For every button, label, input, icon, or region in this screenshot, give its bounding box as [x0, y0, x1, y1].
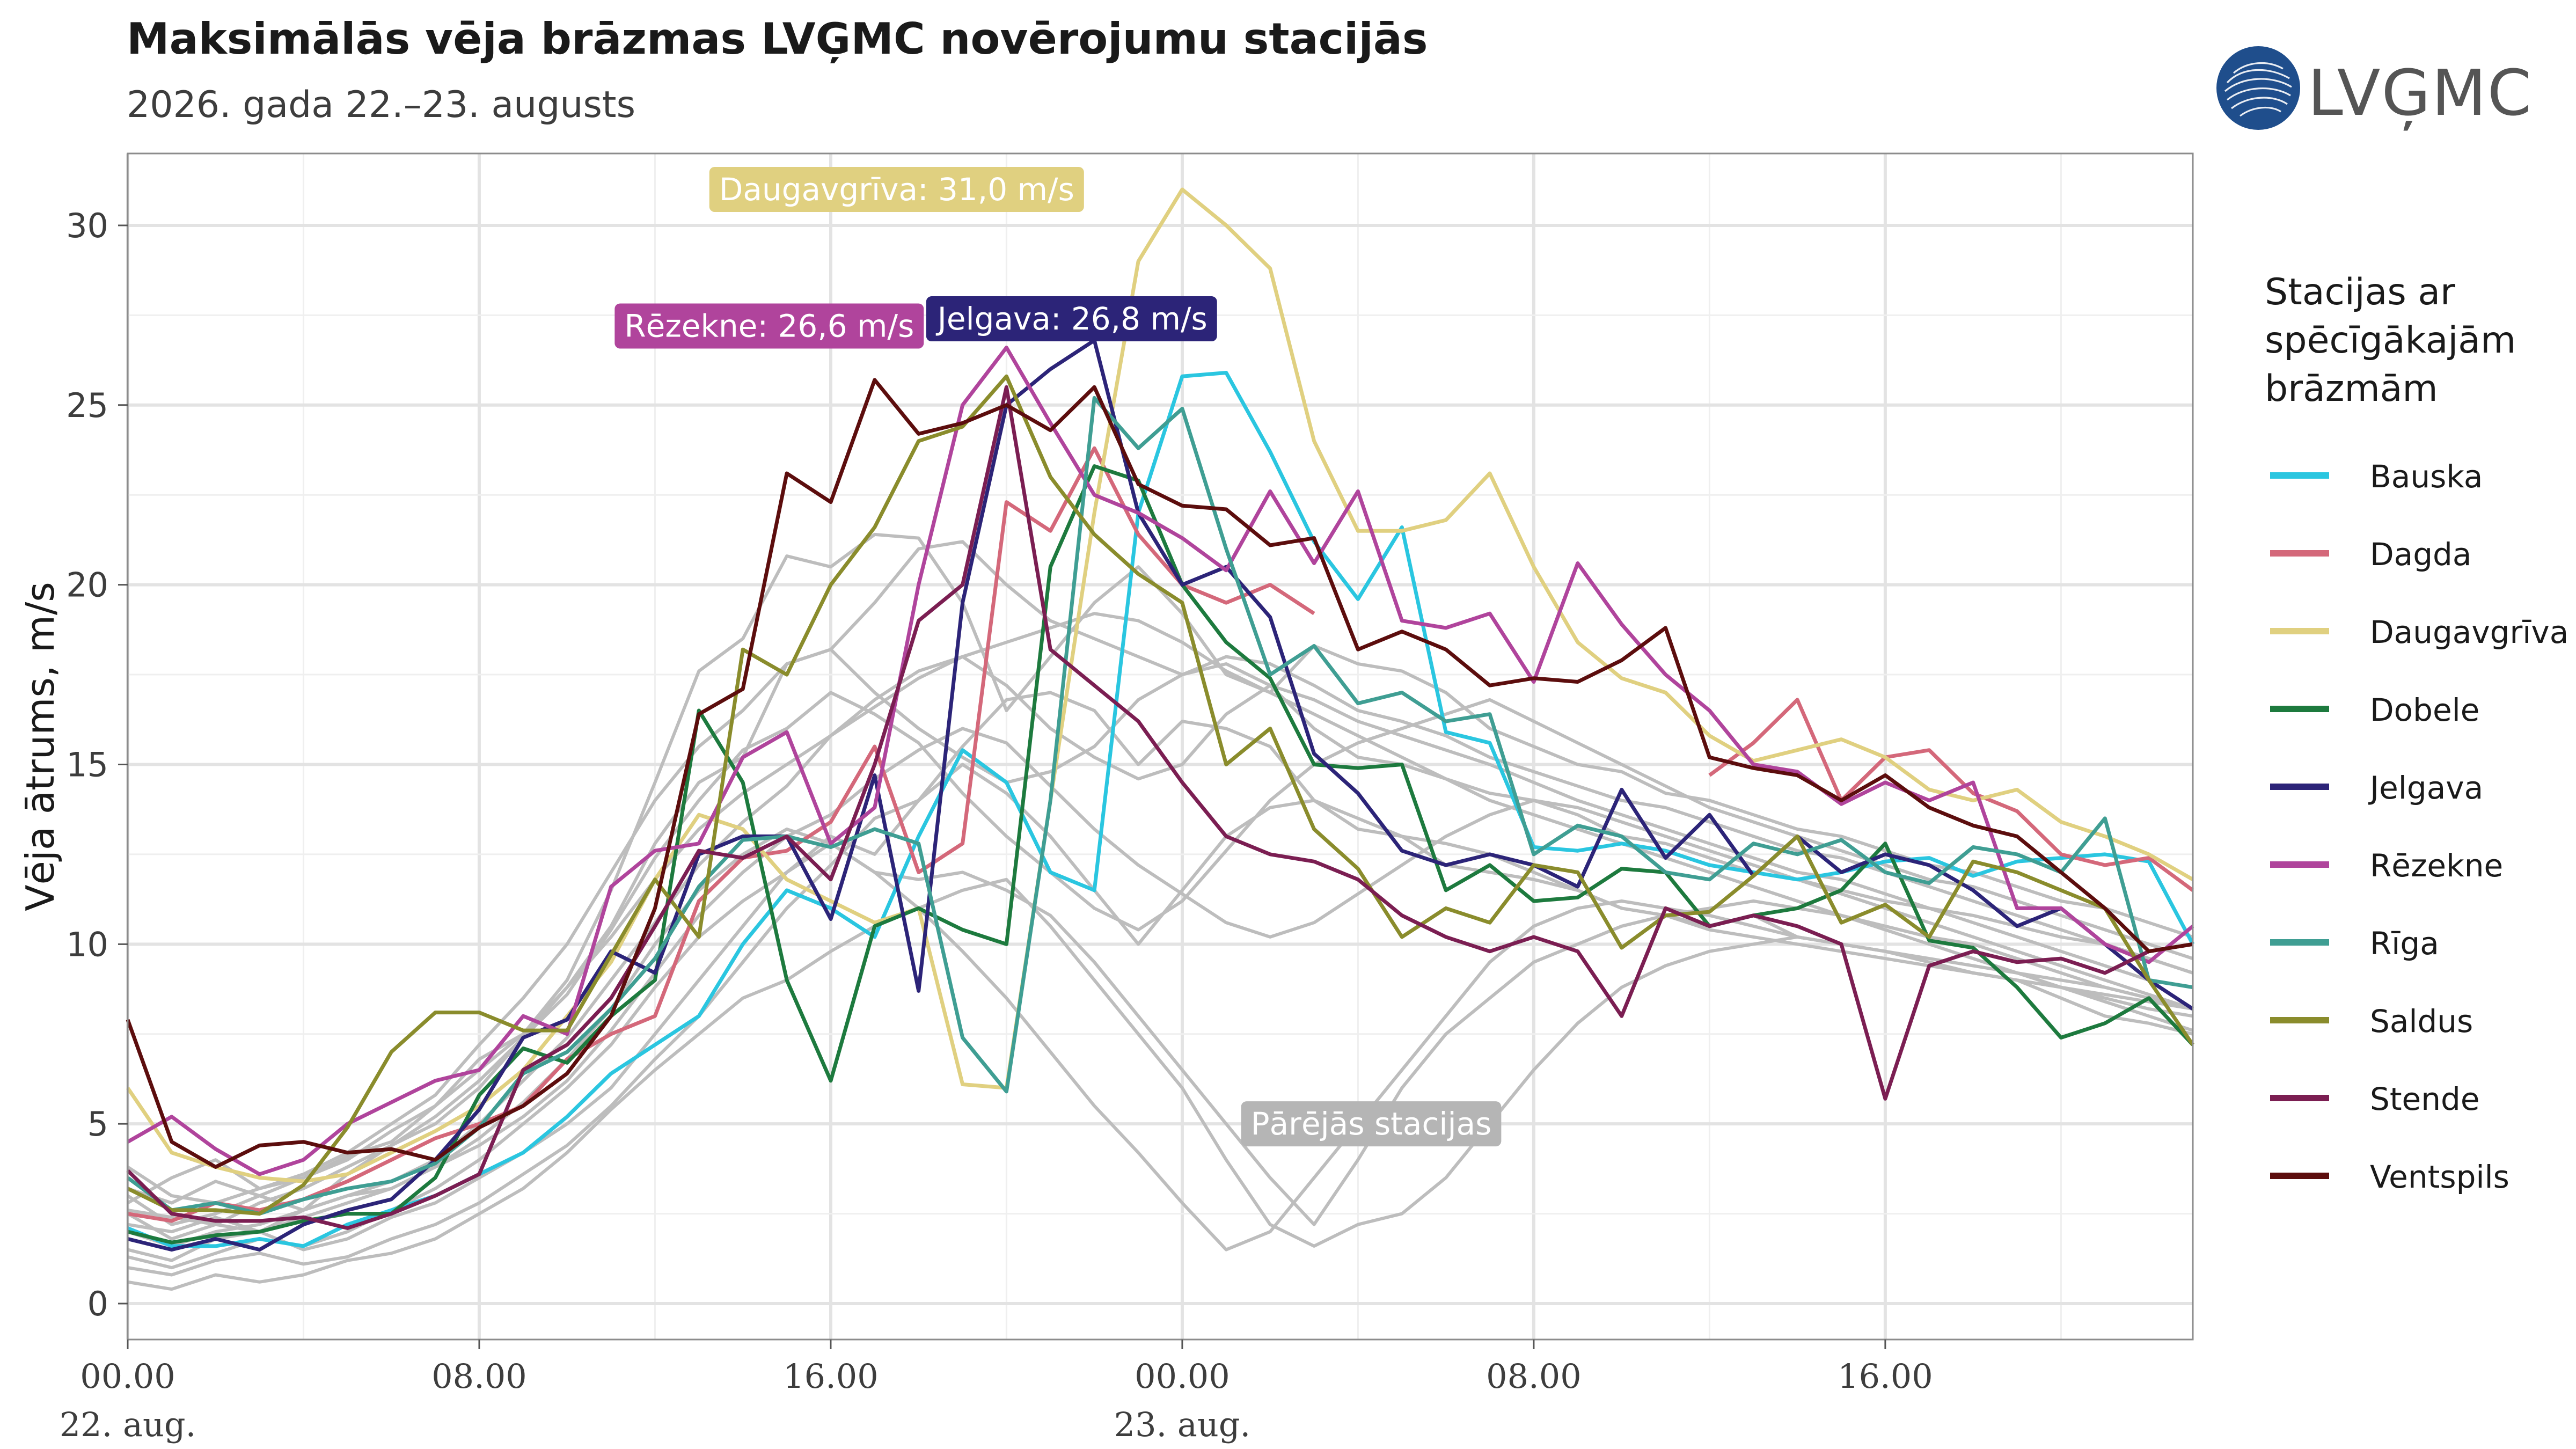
legend-items: Bauska Dagda Daugavgrīva Dobele Jelgava Rēzek… [2265, 442, 2569, 1220]
x-tick-label: 16.00 [783, 1357, 879, 1396]
legend-item-dobele: Dobele [2265, 676, 2565, 753]
series-line-jelgava [127, 338, 2194, 1252]
x-tick-label: 08.00 [431, 1357, 527, 1396]
annotations-group: Daugavgrīva: 31,0 m/s Rēzekne: 26,6 m/s Je… [614, 166, 1502, 1147]
legend-swatch [2270, 1095, 2329, 1101]
legend-label: Bauska [2370, 458, 2483, 495]
annotation-label: Jelgava: 26,8 m/s [926, 296, 1217, 342]
series-line-dobele [127, 464, 2194, 1245]
series-line-ventspils [126, 378, 2193, 1169]
chart-subtitle: 2026. gada 22.–23. augusts [127, 84, 636, 126]
y-tick-label: 25 [66, 386, 108, 425]
legend-label: Dobele [2370, 692, 2480, 728]
legend-swatch [2270, 1017, 2329, 1023]
legend-item-rīga: Rīga [2265, 909, 2565, 987]
legend-item-ventspils: Ventspils [2265, 1143, 2565, 1220]
background-series-line [127, 727, 2193, 1248]
legend-swatch [2270, 472, 2329, 479]
series-line-saldus [127, 374, 2194, 1216]
series-line-stende [126, 385, 2193, 1230]
legend-label: Jelgava [2370, 770, 2484, 806]
legend-item-jelgava: Jelgava [2265, 753, 2565, 831]
legend-swatch [2270, 939, 2329, 946]
legend-label: Daugavgrīva [2370, 614, 2569, 650]
legend-label: Ventspils [2370, 1159, 2509, 1195]
y-tick-label: 30 [66, 206, 108, 245]
x-tick-label: 08.00 [1486, 1357, 1582, 1396]
annotation-label: Daugavgrīva: 31,0 m/s [709, 166, 1084, 212]
background-series-line [127, 877, 2193, 1291]
x-tick-sublabel: 22. aug. [60, 1405, 196, 1444]
legend-item-stende: Stende [2265, 1065, 2565, 1143]
annotation-box [1241, 1101, 1502, 1147]
annotation-text: Jelgava: 26,8 m/s [936, 301, 1208, 337]
background-series-line [127, 691, 2193, 1212]
legend-item-rēzekne: Rēzekne [2265, 831, 2565, 909]
legend-swatch [2270, 550, 2329, 557]
plot-frame [127, 152, 2194, 1341]
legend-item-daugavgrīva: Daugavgrīva [2265, 598, 2569, 676]
y-tick-label: 5 [87, 1104, 108, 1144]
y-axis-label: Vēja ātrums, m/s [18, 582, 63, 911]
legend-swatch [2270, 1173, 2329, 1179]
legend-swatch [2270, 861, 2329, 868]
legend-label: Rīga [2370, 925, 2439, 962]
chart-title: Maksimālās vēja brāzmas LVĢMC novērojumu… [127, 14, 1428, 64]
legend-item-dagda: Dagda [2265, 520, 2565, 598]
highlighted-series-group [126, 187, 2195, 1252]
legend-label: Dagda [2370, 536, 2472, 573]
annotation-box [709, 166, 1084, 212]
series-line-dagda [127, 446, 2194, 1223]
annotation-label: Rēzekne: 26,6 m/s [614, 303, 924, 349]
x-tick-label: 00.00 [1135, 1357, 1230, 1396]
y-tick-label: 0 [87, 1284, 108, 1323]
series-line-rēzekne [127, 346, 2194, 1176]
legend-label: Rēzekne [2370, 847, 2504, 884]
logo-text: LVĢMC [2308, 56, 2533, 130]
x-tick-sublabel: 23. aug. [1114, 1405, 1251, 1444]
legend-swatch [2270, 706, 2329, 712]
legend-title: Stacijas ar spēcīgākajām brāzmām [2265, 271, 2516, 410]
x-axis-ticks: 00.00 22. aug. 08.00 16.00 00.00 23. aug. 08.0… [60, 1340, 1933, 1444]
annotation-box [614, 303, 924, 349]
annotation-text: Daugavgrīva: 31,0 m/s [719, 171, 1074, 208]
background-series-line [127, 648, 2193, 1205]
lvgmc-globe-icon [2216, 46, 2300, 130]
logo: LVĢMC [2215, 41, 2531, 143]
legend-swatch [2270, 628, 2329, 634]
annotation-text: Pārējās stacijas [1251, 1106, 1492, 1142]
y-tick-label: 20 [66, 566, 108, 605]
annotation-text: Rēzekne: 26,6 m/s [624, 308, 914, 344]
legend-label: Saldus [2370, 1003, 2473, 1040]
x-tick-label: 16.00 [1838, 1357, 1933, 1396]
legend-item-bauska: Bauska [2265, 442, 2565, 520]
legend-swatch [2270, 784, 2329, 790]
y-axis-ticks: 0 5 10 15 20 25 30 [66, 206, 128, 1323]
y-tick-label: 15 [66, 745, 108, 784]
background-series-line [127, 763, 2193, 1277]
legend: Stacijas ar spēcīgākajām brāzmām Bauska D… [2265, 268, 2569, 1220]
x-tick-label: 00.00 [80, 1357, 175, 1396]
y-tick-label: 10 [66, 925, 108, 964]
annotation-label: Pārējās stacijas [1241, 1101, 1502, 1147]
legend-label: Stende [2370, 1081, 2480, 1117]
background-series-line [127, 540, 2193, 1205]
legend-item-saldus: Saldus [2265, 987, 2565, 1065]
annotation-box [926, 296, 1217, 342]
